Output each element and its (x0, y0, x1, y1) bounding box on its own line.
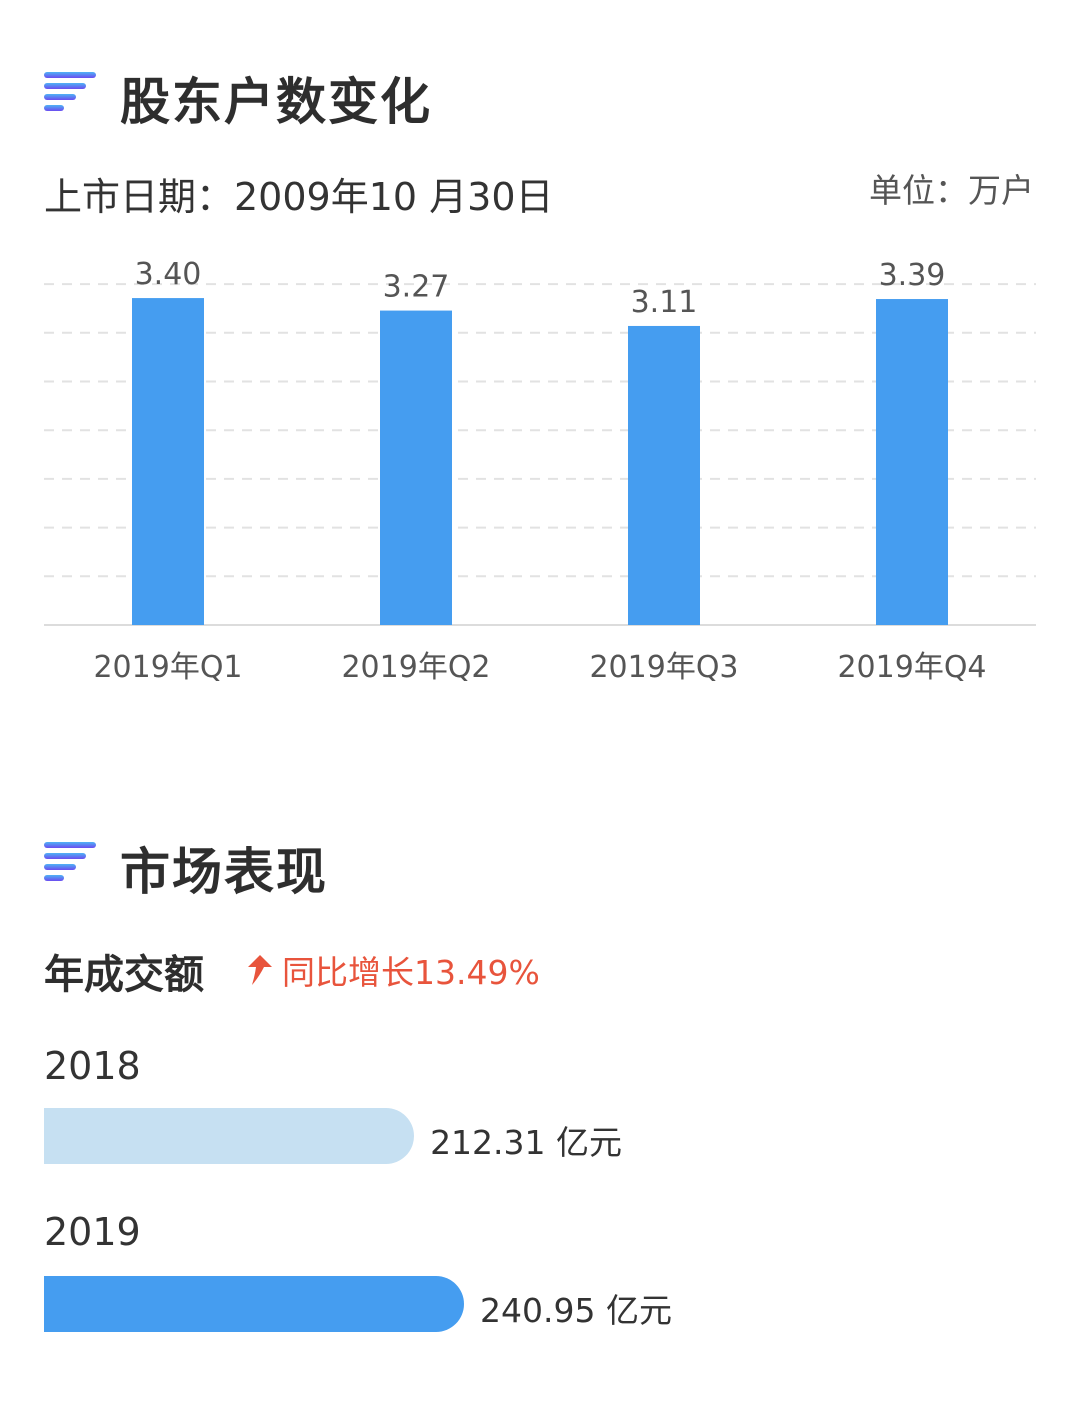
yoy-growth: 同比增长13.49% (244, 946, 540, 994)
section-list-icon (44, 842, 96, 881)
x-tick-label: 2019年Q2 (341, 650, 490, 685)
year-label-2019: 2019 (44, 1210, 141, 1254)
bar-value-label: 3.27 (383, 270, 450, 305)
arrow-up-icon (248, 955, 272, 985)
bar (876, 299, 948, 625)
section-list-icon (44, 72, 96, 111)
x-tick-label: 2019年Q1 (93, 650, 242, 685)
x-tick-label: 2019年Q4 (837, 650, 986, 685)
annual-turnover-label: 年成交额 (44, 952, 204, 998)
holders-bar-chart: 3.40 2019年Q1 3.27 2019年Q2 3.11 2019年Q3 3.39 201… (44, 257, 1036, 685)
turnover-value-2018: 212.31 亿元 (430, 1123, 623, 1162)
bar-value-label: 3.40 (135, 257, 202, 292)
market-section-title: 市场表现 (120, 843, 328, 901)
bar-value-label: 3.11 (631, 285, 698, 320)
yoy-growth-text: 同比增长13.49% (282, 953, 540, 992)
listing-date: 上市日期：2009年10 月30日 (44, 175, 554, 219)
bar-value-label: 3.39 (879, 258, 946, 293)
bar (380, 310, 452, 625)
year-label-2018: 2018 (44, 1044, 141, 1088)
bar (132, 298, 204, 625)
turnover-bar-2019 (44, 1276, 464, 1332)
bar (628, 325, 700, 625)
turnover-value-2019: 240.95 亿元 (480, 1291, 672, 1330)
unit-label: 单位：万户 (869, 171, 1034, 210)
turnover-bar-2018 (44, 1108, 415, 1164)
holders-section-title: 股东户数变化 (120, 73, 432, 131)
x-tick-label: 2019年Q3 (589, 650, 738, 685)
